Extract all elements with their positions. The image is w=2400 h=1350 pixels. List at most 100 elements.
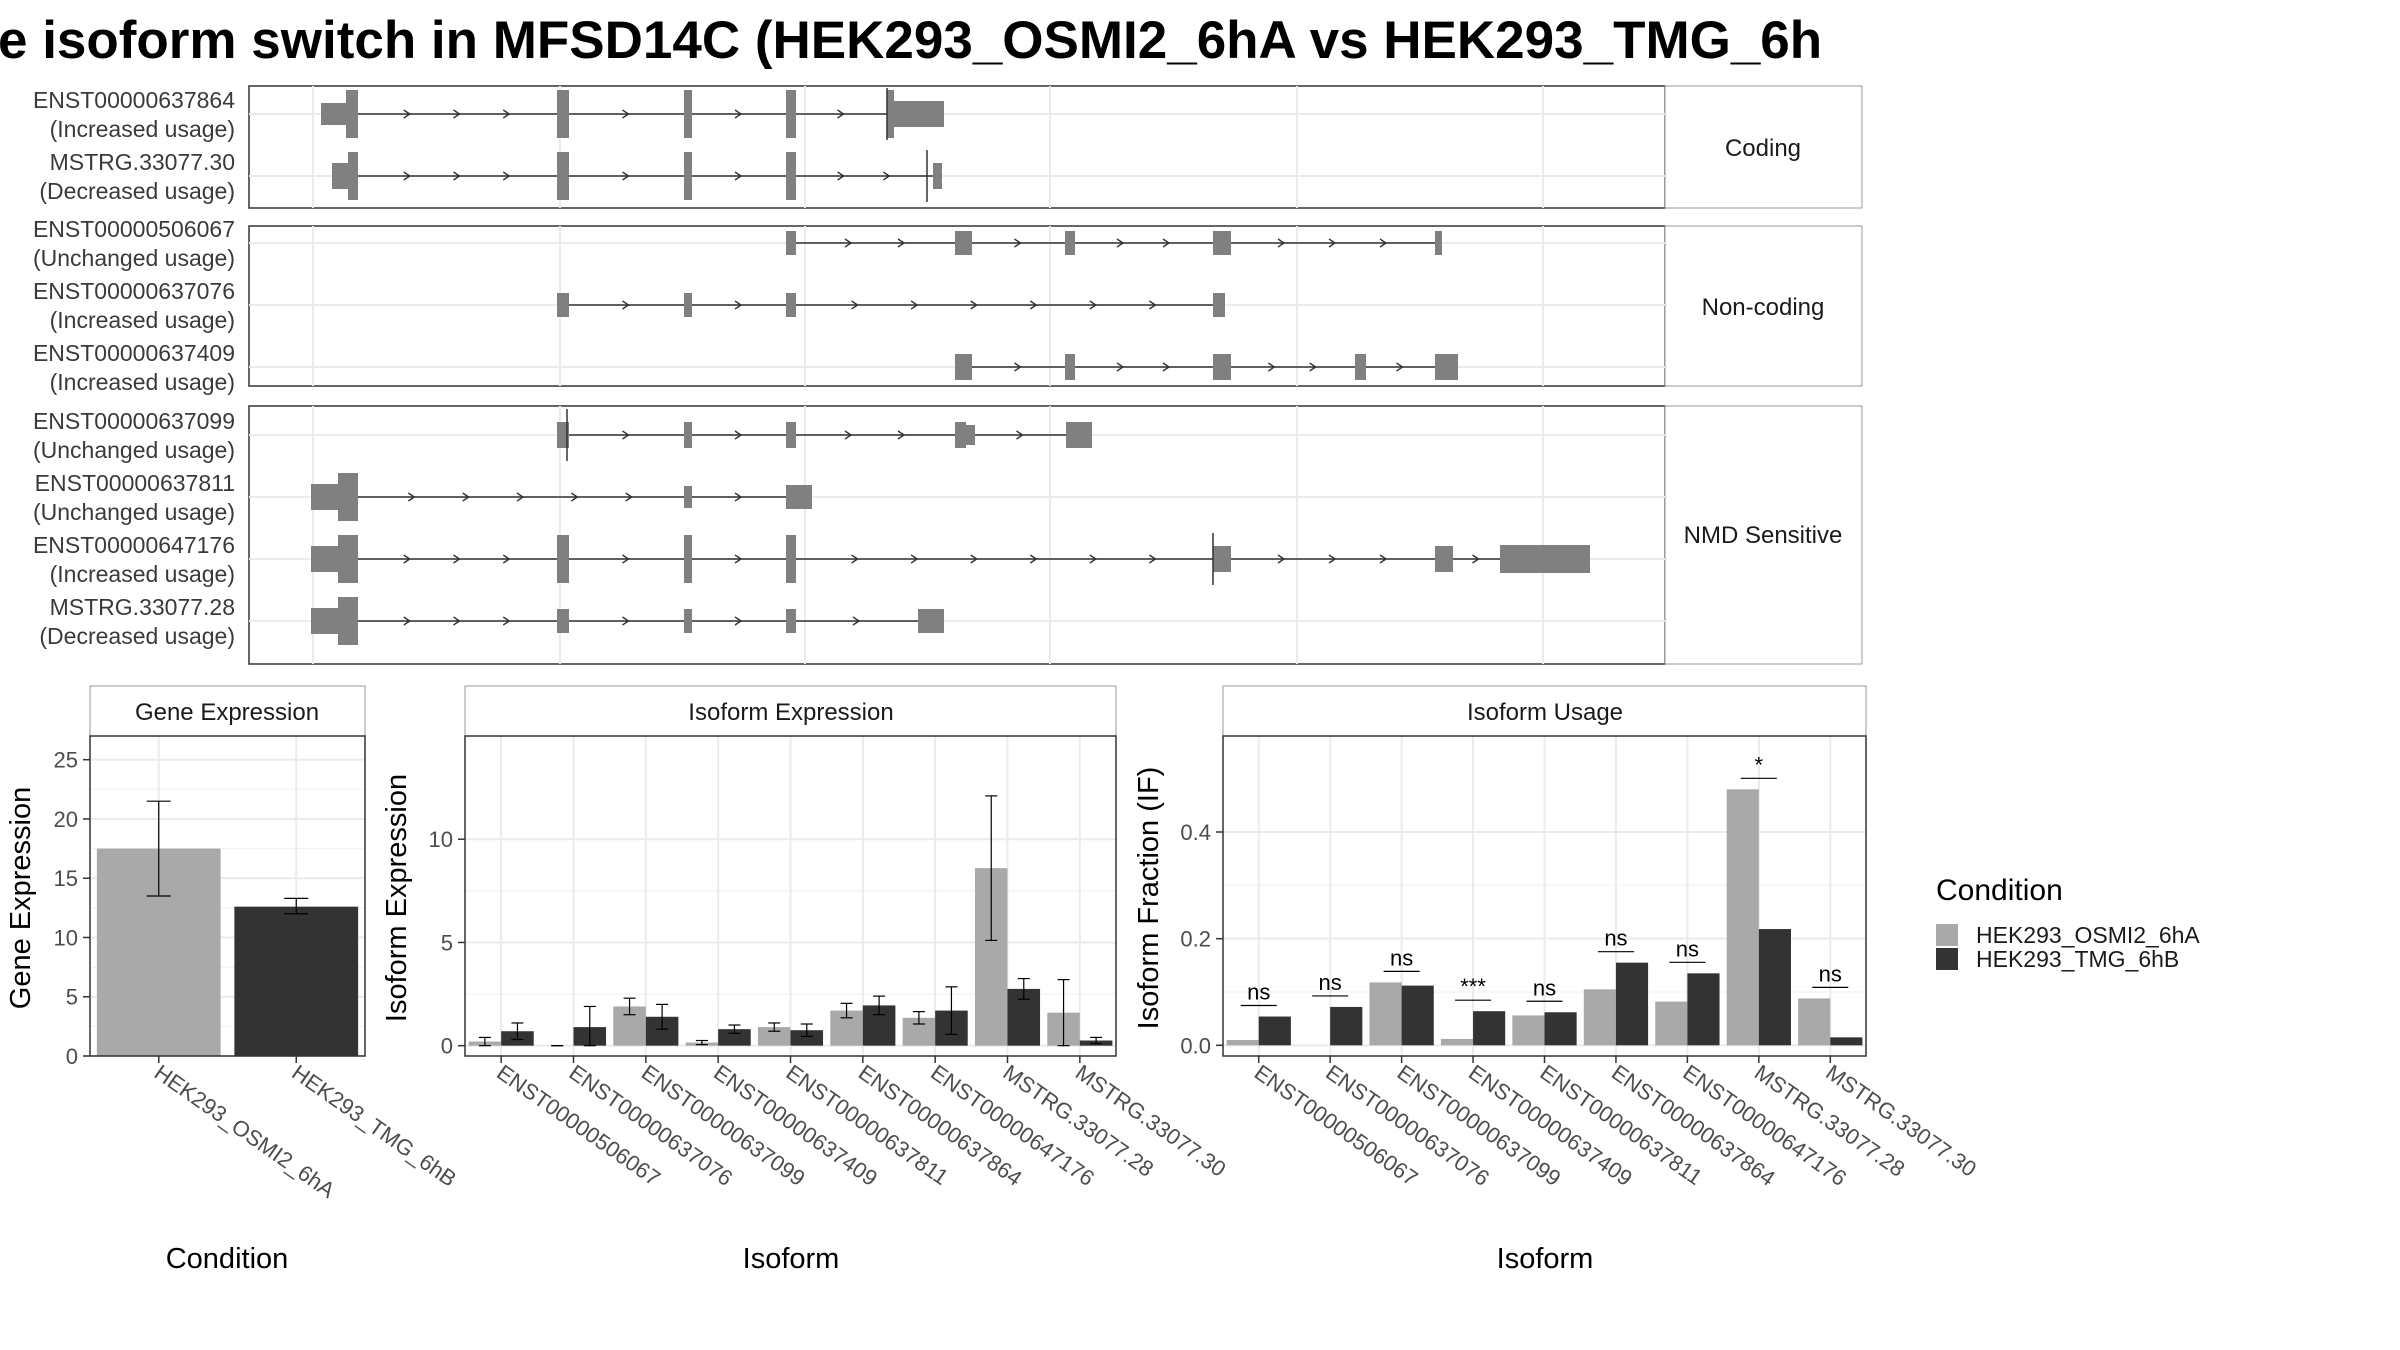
strand-arrow bbox=[734, 300, 743, 310]
isoform-usage-panel: Isoform Usage 0.00.20.4ENST00000506067EN… bbox=[1133, 685, 1981, 1275]
strand-arrow bbox=[403, 554, 412, 564]
panel-strip bbox=[89, 685, 366, 737]
exon-block bbox=[346, 90, 358, 138]
exon-block bbox=[338, 535, 358, 583]
y-tick-label: 0.4 bbox=[1180, 820, 1211, 845]
significance-label: ns bbox=[1533, 975, 1556, 1000]
exon-block bbox=[684, 152, 692, 200]
isoform-status: (Increased usage) bbox=[50, 116, 235, 142]
y-tick-label: 25 bbox=[54, 748, 78, 773]
strand-arrow bbox=[910, 554, 919, 564]
isoform-expression-plot: 0510ENST00000506067ENST00000637076ENST00… bbox=[429, 736, 1231, 1191]
exon-block bbox=[955, 422, 966, 448]
significance-label: ns bbox=[1390, 945, 1413, 970]
exon-block bbox=[338, 473, 358, 521]
y-tick-label: 20 bbox=[54, 807, 78, 832]
strand-arrow bbox=[570, 492, 579, 502]
legend: Condition HEK293_OSMI2_6hA HEK293_TMG_6h… bbox=[1936, 874, 2200, 972]
isoform-id: ENST00000647176 bbox=[33, 532, 235, 558]
exon-block bbox=[338, 597, 358, 645]
strand-arrow bbox=[970, 554, 978, 564]
legend-label: HEK293_OSMI2_6hA bbox=[1976, 922, 2200, 948]
strand-arrow bbox=[851, 554, 859, 564]
panel-title: Isoform Usage bbox=[1467, 699, 1623, 726]
exon-block bbox=[1435, 231, 1442, 255]
isoform-usage-plot: 0.00.20.4ENST00000506067ENST00000637076E… bbox=[1180, 736, 1981, 1191]
bar bbox=[1830, 1037, 1863, 1046]
y-tick-label: 10 bbox=[429, 827, 453, 852]
strand-arrow bbox=[1014, 238, 1022, 248]
y-tick-label: 0.2 bbox=[1180, 927, 1211, 952]
strand-arrow bbox=[403, 171, 412, 181]
bar bbox=[1758, 929, 1791, 1046]
strand-arrow bbox=[453, 554, 461, 564]
isoform-status: (Increased usage) bbox=[50, 369, 235, 395]
exon-block bbox=[1066, 422, 1092, 448]
exon-block bbox=[684, 486, 692, 508]
strand-arrow bbox=[1089, 554, 1098, 564]
exon-block bbox=[786, 152, 796, 200]
strand-arrow bbox=[453, 109, 461, 119]
strand-arrow bbox=[1267, 362, 1276, 372]
strand-arrow bbox=[1396, 362, 1404, 372]
y-axis-title: Isoform Fraction (IF) bbox=[1133, 767, 1165, 1030]
isoform-status: (Unchanged usage) bbox=[33, 499, 235, 525]
isoform-status: (Unchanged usage) bbox=[33, 437, 235, 463]
y-tick-label: 0.0 bbox=[1180, 1033, 1211, 1058]
exon-block bbox=[1435, 546, 1453, 572]
exon-block bbox=[786, 535, 796, 583]
legend-label: HEK293_TMG_6hB bbox=[1976, 946, 2179, 972]
isoform-id: MSTRG.33077.28 bbox=[50, 594, 235, 620]
strand-arrow bbox=[407, 492, 416, 502]
isoform-id: ENST00000637076 bbox=[33, 278, 235, 304]
exon-block bbox=[557, 535, 569, 583]
y-tick-label: 5 bbox=[66, 985, 78, 1010]
plot-border bbox=[89, 735, 366, 1057]
exon-block bbox=[786, 231, 796, 255]
strand-arrow bbox=[1029, 300, 1038, 310]
bar bbox=[1687, 973, 1720, 1046]
strand-arrow bbox=[502, 616, 511, 626]
bar bbox=[1798, 998, 1831, 1046]
exon-block bbox=[557, 609, 569, 633]
y-tick-label: 0 bbox=[441, 1034, 453, 1059]
group-label-coding: Coding bbox=[1725, 135, 1801, 162]
strand-arrow bbox=[625, 492, 633, 502]
strand-arrow bbox=[852, 616, 861, 626]
bar bbox=[1330, 1006, 1363, 1046]
x-axis-title: Condition bbox=[166, 1243, 289, 1275]
significance-label: ns bbox=[1319, 970, 1342, 995]
strand-arrow bbox=[1472, 554, 1480, 564]
significance-label: *** bbox=[1460, 974, 1486, 999]
exon-block bbox=[1213, 293, 1225, 317]
exon-block bbox=[933, 163, 942, 189]
exon-block bbox=[684, 90, 692, 138]
strand-arrow bbox=[734, 171, 743, 181]
strand-arrow bbox=[502, 171, 511, 181]
significance-label: ns bbox=[1604, 926, 1627, 951]
exon-block bbox=[1065, 354, 1075, 380]
strand-arrow bbox=[1116, 362, 1125, 372]
significance-label: ns bbox=[1819, 961, 1842, 986]
legend-swatch bbox=[1936, 924, 1958, 946]
plot-border bbox=[464, 735, 1117, 1057]
isoform-id: ENST00000637811 bbox=[35, 470, 235, 496]
strand-arrow bbox=[403, 616, 412, 626]
strand-arrow bbox=[1162, 362, 1171, 372]
exon-block bbox=[786, 485, 812, 509]
strand-arrow bbox=[844, 238, 853, 248]
strand-arrow bbox=[453, 616, 461, 626]
bar bbox=[1726, 789, 1759, 1046]
legend-swatch bbox=[1936, 948, 1958, 970]
exon-block bbox=[786, 422, 796, 448]
panel-title: Isoform Expression bbox=[688, 699, 893, 726]
exon-block bbox=[889, 101, 944, 127]
exon-block bbox=[684, 609, 692, 633]
bar bbox=[234, 906, 359, 1056]
exon-block bbox=[557, 152, 569, 200]
strand-arrow bbox=[1277, 554, 1286, 564]
strand-arrow bbox=[622, 109, 630, 119]
isoform-labels: ENST00000637864 (Increased usage) MSTRG.… bbox=[33, 87, 235, 649]
panel-strip bbox=[1222, 685, 1867, 737]
